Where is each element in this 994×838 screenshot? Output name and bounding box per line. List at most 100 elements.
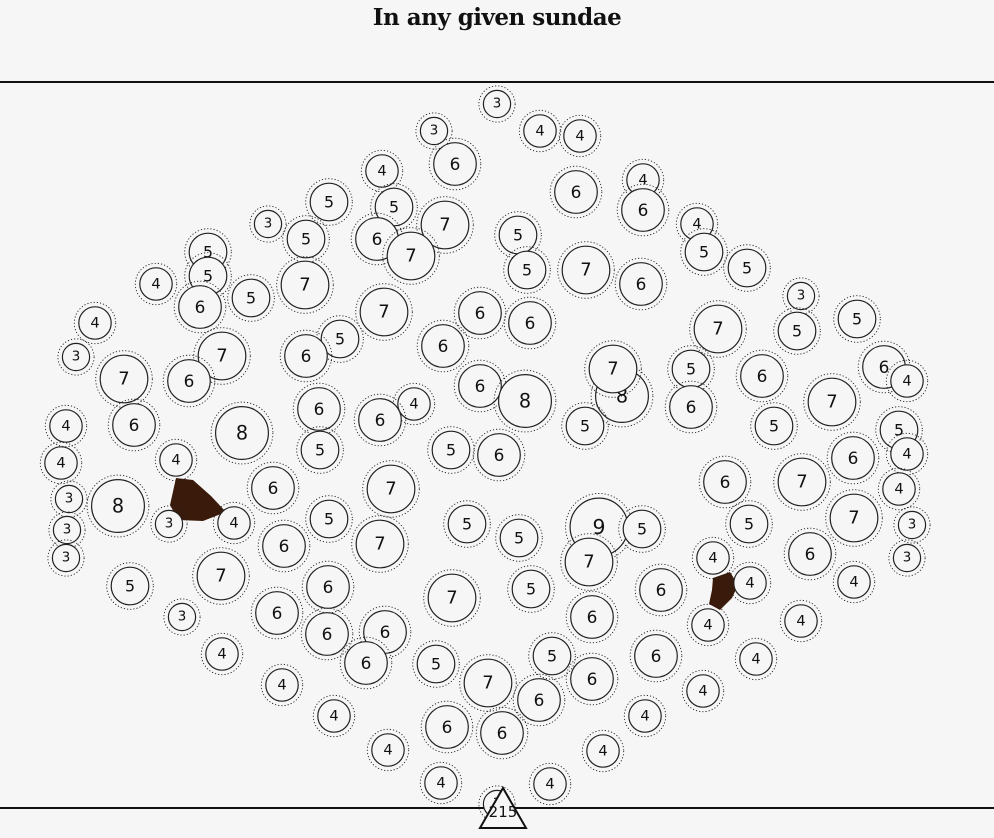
ball-label: 5 (125, 577, 135, 596)
ball-label: 6 (525, 313, 536, 333)
ball-circle (424, 766, 458, 800)
ball-halo (95, 350, 153, 408)
sprinkle-ball: 6 (416, 319, 470, 373)
ball-halo (257, 519, 311, 573)
counter-marker: 215 (478, 785, 528, 829)
sprinkle-ball: 4 (200, 632, 244, 676)
sprinkle-ball: 5 (561, 402, 609, 450)
sprinkle-ball: 6 (107, 398, 161, 452)
ball-halo (382, 227, 440, 285)
ball-label: 5 (522, 261, 532, 280)
ball-circle (110, 566, 150, 606)
ball-label: 5 (203, 267, 213, 286)
ball-halo (420, 700, 474, 754)
ball-circle (280, 260, 330, 310)
ball-halo (339, 636, 393, 690)
sprinkle-ball: 5 (725, 500, 773, 548)
ball-circle (416, 644, 456, 684)
chocolate-blob (170, 478, 226, 521)
ball-circle (419, 116, 449, 146)
chocolate-blob (709, 572, 738, 610)
ball-label: 7 (385, 479, 396, 500)
ball-label: 6 (475, 376, 486, 396)
ball-label: 3 (430, 124, 439, 139)
sprinkle-ball: 6 (549, 165, 603, 219)
ball-label: 7 (580, 260, 591, 281)
ball-label: 6 (195, 297, 206, 317)
ball-circle (178, 285, 222, 329)
ball-label: 4 (745, 575, 754, 592)
ball-halo (423, 569, 481, 627)
ball-halo (885, 359, 929, 403)
ball-circle (498, 374, 553, 429)
sprinkle-ball: 4 (681, 669, 725, 713)
ball-halo (616, 183, 670, 237)
sprinkle-ball: 6 (629, 629, 683, 683)
ball-circle (754, 406, 794, 446)
ball-halo (773, 453, 831, 511)
ball-label: 5 (526, 580, 536, 599)
sprinkle-ball: 4 (528, 762, 572, 806)
ball-halo (518, 109, 562, 153)
sprinkle-ball: 5 (305, 495, 353, 543)
ball-halo (528, 632, 576, 680)
ball-label: 4 (377, 163, 386, 180)
ball-halo (358, 605, 412, 659)
ball-halo (163, 598, 201, 636)
ball-circle (533, 767, 567, 801)
ball-halo (493, 369, 557, 433)
sprinkle-ball: 6 (503, 296, 557, 350)
ball-label: 5 (431, 655, 441, 674)
ball-label: 9 (593, 515, 606, 539)
ball-circle (49, 409, 83, 443)
ball-circle (634, 634, 678, 678)
ball-label: 5 (324, 510, 334, 529)
ball-label: 6 (268, 478, 279, 498)
sprinkle-ball: 5 (495, 514, 543, 562)
ball-circle (570, 595, 614, 639)
ball-halo (560, 533, 618, 591)
ball-circle (425, 705, 469, 749)
ball-circle (477, 433, 521, 477)
ball-label: 7 (374, 534, 385, 555)
ball-halo (728, 561, 772, 605)
ball-label: 6 (361, 653, 372, 673)
ball-halo (681, 669, 725, 713)
ball-halo (689, 300, 747, 358)
sprinkle-ball: 4 (73, 301, 117, 345)
sprinkle-ball: 6 (339, 636, 393, 690)
ball-circle (433, 142, 477, 186)
sprinkle-ball: 5 (305, 178, 353, 226)
ball-circle (807, 377, 857, 427)
ball-halo (549, 165, 603, 219)
sprinkle-ball: 5 (528, 632, 576, 680)
ball-halo (106, 562, 154, 610)
ball-circle (309, 182, 349, 222)
ball-label: 6 (442, 717, 453, 737)
ball-circle (159, 443, 193, 477)
ball-label: 5 (514, 529, 524, 548)
ball-label: 5 (637, 520, 647, 539)
ball-label: 5 (335, 330, 345, 349)
ball-halo (888, 539, 926, 577)
ball-circle (309, 499, 349, 539)
ball-halo (48, 511, 86, 549)
ball-label: 5 (203, 243, 213, 262)
ball-label: 4 (409, 396, 418, 413)
ball-circle (386, 231, 436, 281)
ball-halo (773, 307, 821, 355)
ball-label: 6 (848, 448, 859, 468)
ball-circle (588, 344, 638, 394)
ball-circle (112, 403, 156, 447)
ball-halo (57, 338, 95, 376)
sprinkle-ball: 6 (698, 455, 752, 509)
ball-circle (358, 398, 402, 442)
ball-label: 6 (656, 580, 667, 600)
ball-label: 6 (879, 357, 890, 377)
ball-circle (197, 331, 247, 381)
ball-label: 3 (72, 350, 81, 365)
sprinkle-ball: 4 (558, 114, 602, 158)
diagram-title: In any given sundae (372, 4, 622, 31)
ball-circle (507, 250, 547, 290)
